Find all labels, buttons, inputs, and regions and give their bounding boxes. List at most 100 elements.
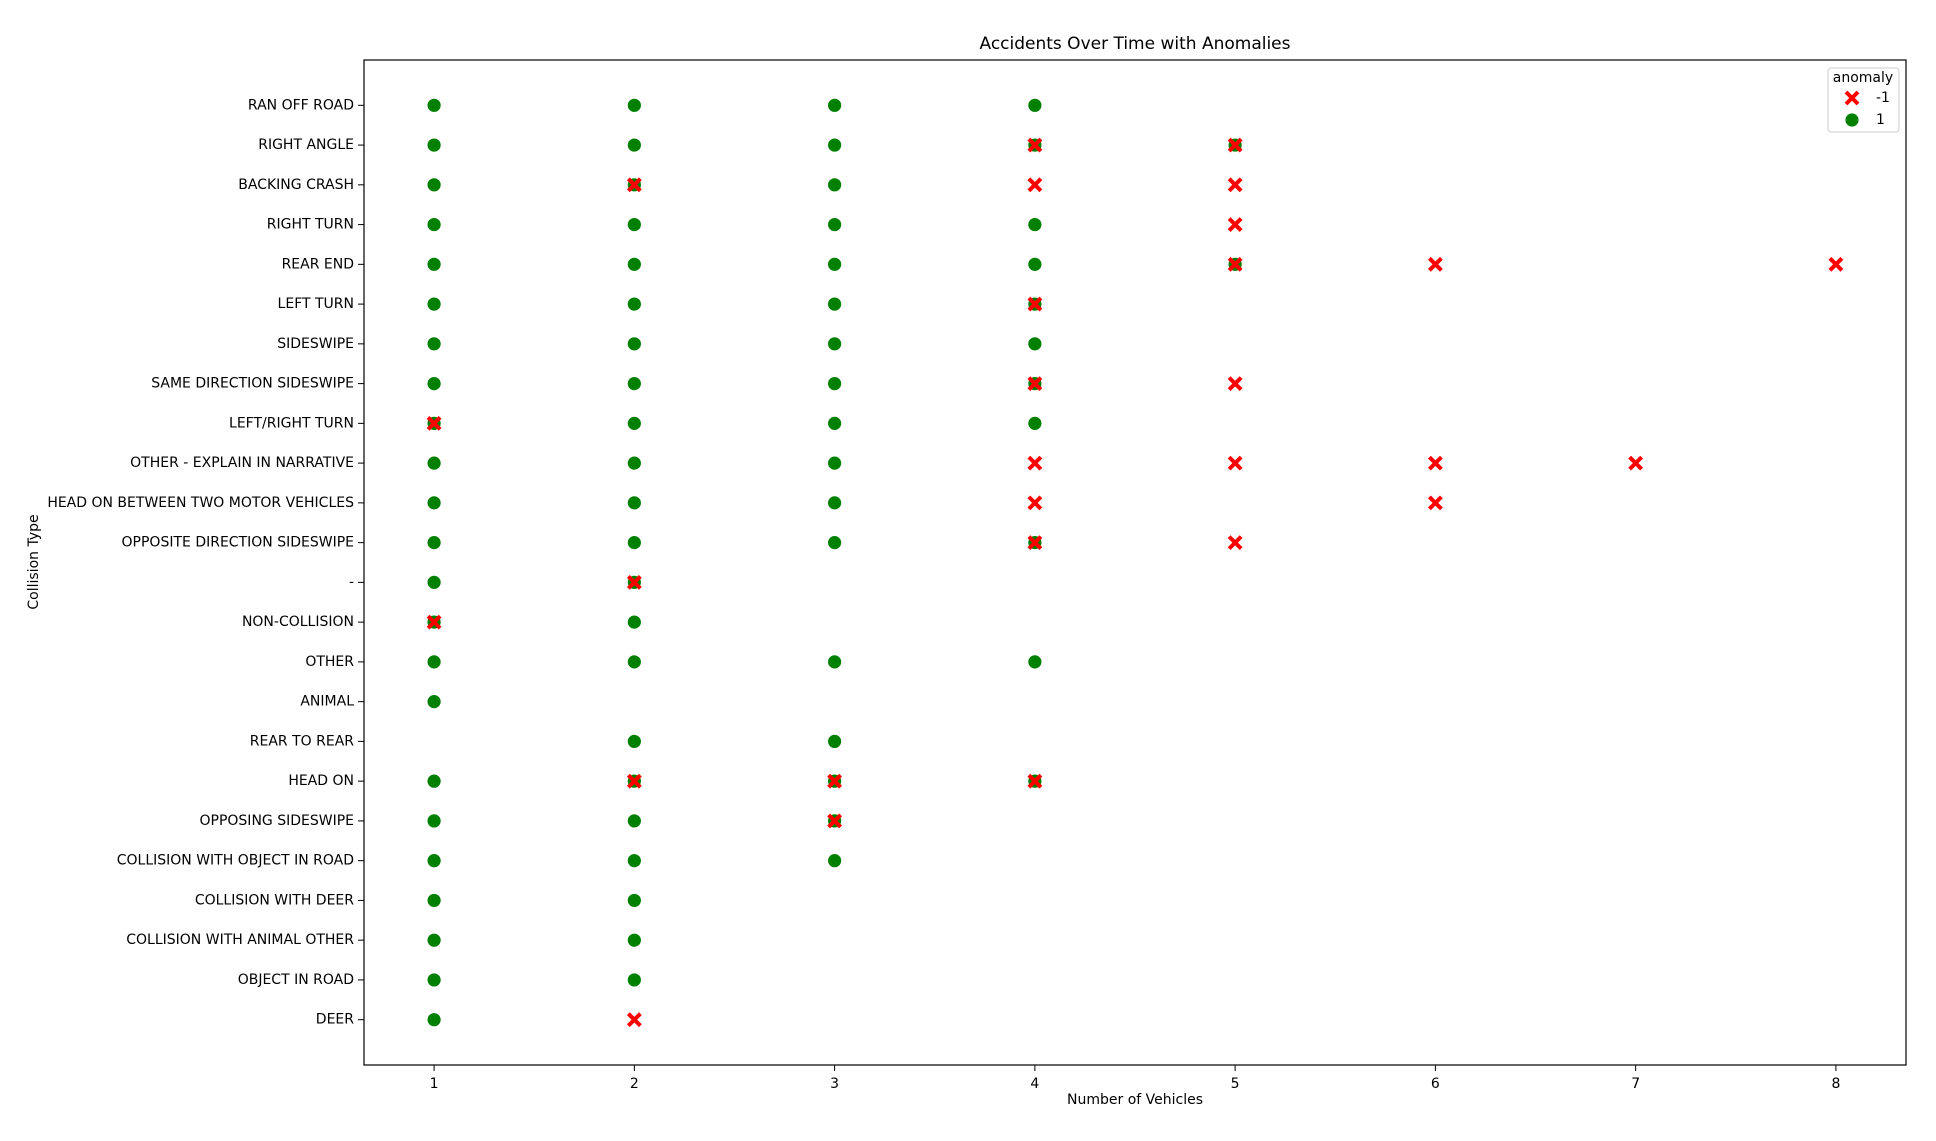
point [426,773,442,789]
y-tick-label: OPPOSING SIDESWIPE [200,813,355,829]
legend-label: -1 [1876,90,1890,106]
y-tick-label: HEAD ON BETWEEN TWO MOTOR VEHICLES [47,495,354,511]
point [827,137,843,153]
x-marker [1227,137,1243,153]
x-marker [426,614,442,630]
point [626,336,642,352]
y-tick-label: NON-COLLISION [242,614,354,630]
y-tick-label: BACKING CRASH [238,177,354,193]
point [626,733,642,749]
point [827,733,843,749]
point [626,376,642,392]
point [426,1012,442,1028]
point [626,137,642,153]
point [827,217,843,232]
y-tick-label: OTHER [305,654,354,670]
point [426,336,442,352]
y-tick-label: COLLISION WITH OBJECT IN ROAD [117,853,354,869]
y-tick-label: REAR TO REAR [250,733,355,749]
point [426,694,442,710]
x-marker [1227,217,1243,232]
x-marker [1227,256,1243,272]
point [426,97,442,113]
point [626,972,642,988]
x-marker [1027,376,1043,392]
x-marker [1027,495,1043,511]
legend-box [1827,67,1900,133]
point [626,932,642,948]
x-marker [1828,256,1844,272]
y-tick-label: RIGHT ANGLE [258,137,354,153]
point [626,495,642,511]
point [827,336,843,352]
x-marker [1227,535,1243,551]
point [626,853,642,869]
x-marker [626,1012,642,1028]
x-marker [1227,177,1243,193]
point [827,853,843,869]
x-marker [426,415,442,431]
x-tick-label: 6 [1431,1076,1440,1092]
point [626,97,642,113]
x-tick-label: 1 [430,1076,439,1092]
point [426,972,442,988]
point [426,217,442,232]
point [626,217,642,232]
y-tick-label: RAN OFF ROAD [248,97,354,113]
x-tick-label: 3 [830,1076,839,1092]
point [827,415,843,431]
point [626,654,642,670]
point [1027,415,1043,431]
y-tick-label: LEFT/RIGHT TURN [229,415,354,431]
x-marker [626,574,642,590]
point [827,256,843,272]
point [1027,217,1043,232]
y-tick-label: OPPOSITE DIRECTION SIDESWIPE [122,535,354,551]
point [426,654,442,670]
point [426,137,442,153]
point [1027,256,1043,272]
x-marker [1628,455,1644,471]
point [426,932,442,948]
x-marker [827,813,843,829]
point [1844,112,1860,128]
point [426,455,442,471]
point [827,654,843,670]
x-marker [1027,177,1043,193]
point [426,376,442,392]
x-marker [1027,296,1043,312]
point [426,256,442,272]
x-tick-label: 8 [1831,1076,1840,1092]
x-marker [1427,455,1443,471]
x-marker [1427,495,1443,511]
y-tick-label: OTHER - EXPLAIN IN NARRATIVE [130,455,354,471]
point [626,415,642,431]
x-axis-label: Number of Vehicles [1067,1092,1203,1108]
point [1027,654,1043,670]
x-marker [1027,535,1043,551]
y-tick-label: HEAD ON [288,773,354,789]
point [827,376,843,392]
point [426,853,442,869]
point [827,495,843,511]
point [626,256,642,272]
x-marker [1227,376,1243,392]
point [626,455,642,471]
point [827,97,843,113]
point [827,455,843,471]
x-marker [1027,773,1043,789]
point [827,535,843,551]
x-marker [626,177,642,193]
point [426,813,442,829]
y-axis-label: Collision Type [26,514,42,609]
point [827,296,843,312]
point [1027,97,1043,113]
point [426,574,442,590]
x-marker [1027,137,1043,153]
y-tick-label: SAME DIRECTION SIDESWIPE [151,376,354,392]
point [1027,336,1043,352]
point [426,296,442,312]
legend-title: anomaly [1833,70,1893,86]
